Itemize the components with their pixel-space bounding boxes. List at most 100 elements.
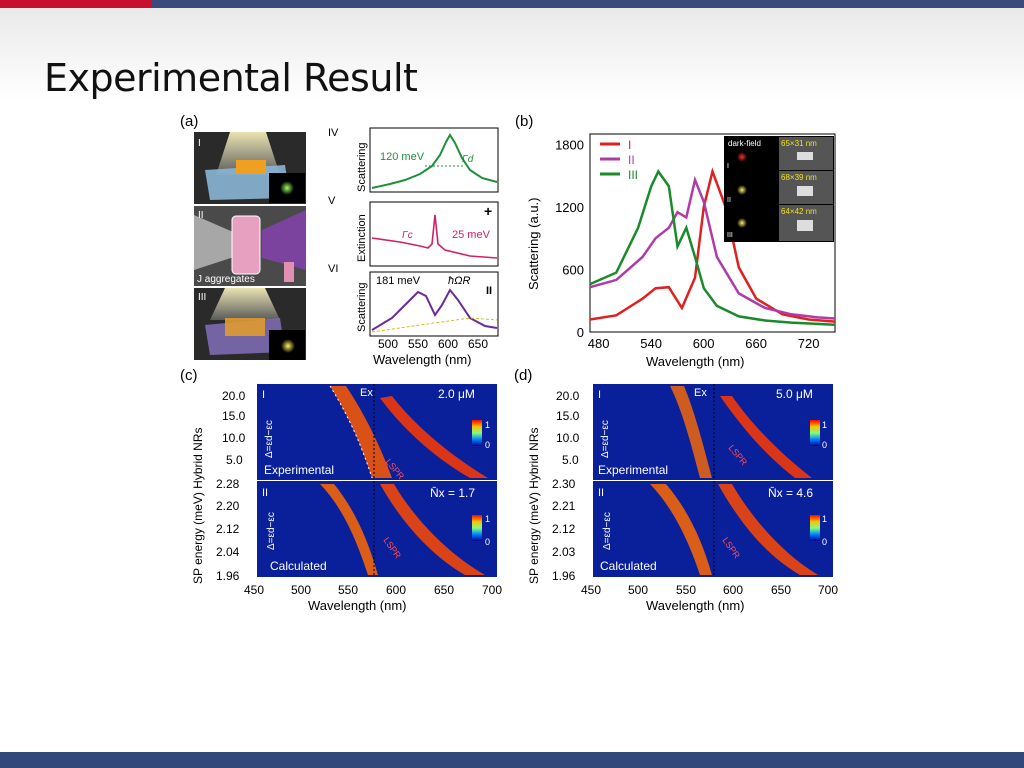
panel-d-ytick-15: 15.0 (556, 409, 580, 423)
panel-d-xticks: 450 500 550 600 650 700 (581, 583, 838, 597)
panel-b-xtick: 660 (745, 336, 767, 351)
panel-d-top-colorbar (810, 420, 820, 446)
panel-c-xtick-450: 450 (244, 583, 264, 597)
panel-c-xlabel: Wavelength (nm) (308, 598, 407, 613)
panel-c-ytick-204: 2.04 (216, 545, 240, 559)
panel-b-frame (589, 133, 836, 333)
panel-b-series-III (589, 169, 836, 326)
row-III-label: III (198, 292, 206, 303)
bottom-bar (0, 752, 1024, 768)
panel-d-top-delta: Δ=εd−εc (600, 420, 611, 458)
panel-d-ytick-10: 10.0 (556, 431, 580, 445)
panel-d-bottom-n: N̄x = 4.6 (768, 486, 813, 500)
panel-d-xtick-550: 550 (676, 583, 696, 597)
panel-b-ytick: 0 (577, 325, 584, 340)
darkfield-dot-I (737, 152, 747, 162)
ann-25meV: 25 meV (452, 229, 491, 241)
panel-a-xtick-550: 550 (408, 337, 428, 351)
panel-d-xtick-450: 450 (581, 583, 601, 597)
panel-b-xtick: 480 (588, 336, 610, 351)
panel-c-bottom-caption: Calculated (270, 559, 327, 573)
slide-title: Experimental Result (44, 56, 418, 100)
panel-c-ylabel: SP energy (meV) Hybrid NRs (191, 428, 205, 585)
inset-row-I: I (727, 163, 729, 170)
ann-gamma-c: Γc (402, 230, 413, 241)
panel-d-ytick-20: 20.0 (556, 389, 580, 403)
panel-a-subplot-VI: VI Scattering 181 meV ħΩR II (328, 263, 499, 337)
panel-a-xlabel: Wavelength (nm) (373, 352, 472, 367)
panel-d-xtick-700: 700 (818, 583, 838, 597)
top-bar (0, 0, 1024, 8)
panel-d-label: (d) (514, 367, 532, 384)
panel-b-ytick: 1800 (555, 137, 584, 152)
panel-b-label: (b) (515, 113, 533, 130)
panel-d-top-band-left (670, 386, 712, 478)
inset-size-II: 68×39 nm (781, 173, 817, 182)
ylabel-VI: Scattering (356, 282, 368, 332)
legend-label-I: I (628, 138, 631, 152)
panel-c-xtick-700: 700 (482, 583, 502, 597)
panel-a-label: (a) (180, 113, 198, 130)
panel-c-ytick-5: 5.0 (226, 453, 243, 467)
ann-rabi: ħΩR (448, 275, 470, 287)
inset-row-II: II (727, 197, 731, 204)
ann-gamma-d: Γd (462, 154, 474, 165)
panel-c-label: (c) (180, 367, 198, 384)
panel-d-heatmap-bottom: II N̄x = 4.6 Calculated LSPR Δ=εd−εc 1 0 (593, 481, 833, 577)
darkfield-dot-II (737, 185, 747, 195)
panel-c-ytick-20: 20.0 (222, 389, 246, 403)
panel-c-ytick-228: 2.28 (216, 477, 240, 491)
curve-VI (371, 288, 498, 331)
panel-d-xtick-500: 500 (628, 583, 648, 597)
j-aggregates-caption: J aggregates (197, 274, 255, 285)
legend-label-III: III (628, 168, 638, 182)
panel-a-xtick-500: 500 (378, 337, 398, 351)
marker-plus: + (484, 203, 492, 219)
panel-b-ytick: 600 (562, 262, 584, 277)
panel-a-illustration-II: II J aggregates (194, 206, 306, 286)
panel-c-xticks: 450 500 550 600 650 700 (244, 583, 502, 597)
panel-d-ylabel: SP energy (meV) Hybrid NRs (527, 428, 541, 585)
panel-c-ytick-196: 1.96 (216, 569, 240, 583)
panel-d-xlabel: Wavelength (nm) (646, 598, 745, 613)
panel-d-bottom-roman: II (598, 487, 604, 499)
inset-row-III: III (727, 232, 733, 239)
panel-c-bottom-n: N̄x = 1.7 (430, 486, 475, 500)
panel-c-heatmap-top: I Ex 2.0 μM Experimental LSPR Δ=εd−εc 1 … (257, 384, 497, 482)
roman-IV: IV (328, 127, 339, 139)
panel-b-xlabel: Wavelength (nm) (646, 354, 745, 369)
panel-d-heatmap-top: I Ex 5.0 μM Experimental LSPR Δ=εd−εc 1 … (593, 384, 833, 480)
panel-b-ytick: 1200 (555, 200, 584, 215)
panel-c-top-roman: I (262, 389, 265, 401)
panel-c-bottom-delta: Δ=εd−εc (266, 512, 277, 550)
top-bar-accent (0, 0, 152, 8)
panel-c-top-cb-0: 0 (485, 440, 490, 450)
panel-d-bottom-delta: Δ=εd−εc (602, 512, 613, 550)
panel-d-bottom-cb-1: 1 (822, 514, 827, 524)
panel-c-top-delta: Δ=εd−εc (264, 420, 275, 458)
panel-c-top-band-right (380, 396, 488, 478)
panel-c-xtick-500: 500 (291, 583, 311, 597)
panel-a-xtick-650: 650 (468, 337, 488, 351)
panel-d-bottom-caption: Calculated (600, 559, 657, 573)
panel-b-series-II (589, 175, 836, 320)
panel-d-ytick-203: 2.03 (552, 545, 576, 559)
header-background (0, 8, 1024, 100)
panel-a-illustration-III: III (194, 288, 306, 360)
panel-d-ytick-221: 2.21 (552, 499, 576, 513)
ylabel-V: Extinction (356, 214, 368, 262)
panel-c-ytick-212: 2.12 (216, 522, 240, 536)
panel-c-bottom-band-right (380, 484, 485, 575)
panel-d-top-ex: Ex (694, 387, 707, 399)
panel-c-heatmap-bottom: II N̄x = 1.7 Calculated LSPR Δ=εd−εc 1 0 (257, 481, 497, 577)
panel-a-illustration-I: I (194, 132, 306, 204)
row-II-label: II (198, 210, 204, 221)
panel-b-xtick: 600 (693, 336, 715, 351)
panel-b-chart: Scattering (a.u.) Wavelength (nm) 480 540… (526, 133, 836, 369)
panel-c-xtick-600: 600 (386, 583, 406, 597)
panel-d-bottom-cb-0: 0 (822, 537, 827, 547)
panel-b-ylabel: Scattering (a.u.) (526, 198, 541, 291)
sem-rod-III (797, 220, 813, 231)
panel-c-xtick-650: 650 (434, 583, 454, 597)
inset-size-III: 64×42 nm (781, 207, 817, 216)
